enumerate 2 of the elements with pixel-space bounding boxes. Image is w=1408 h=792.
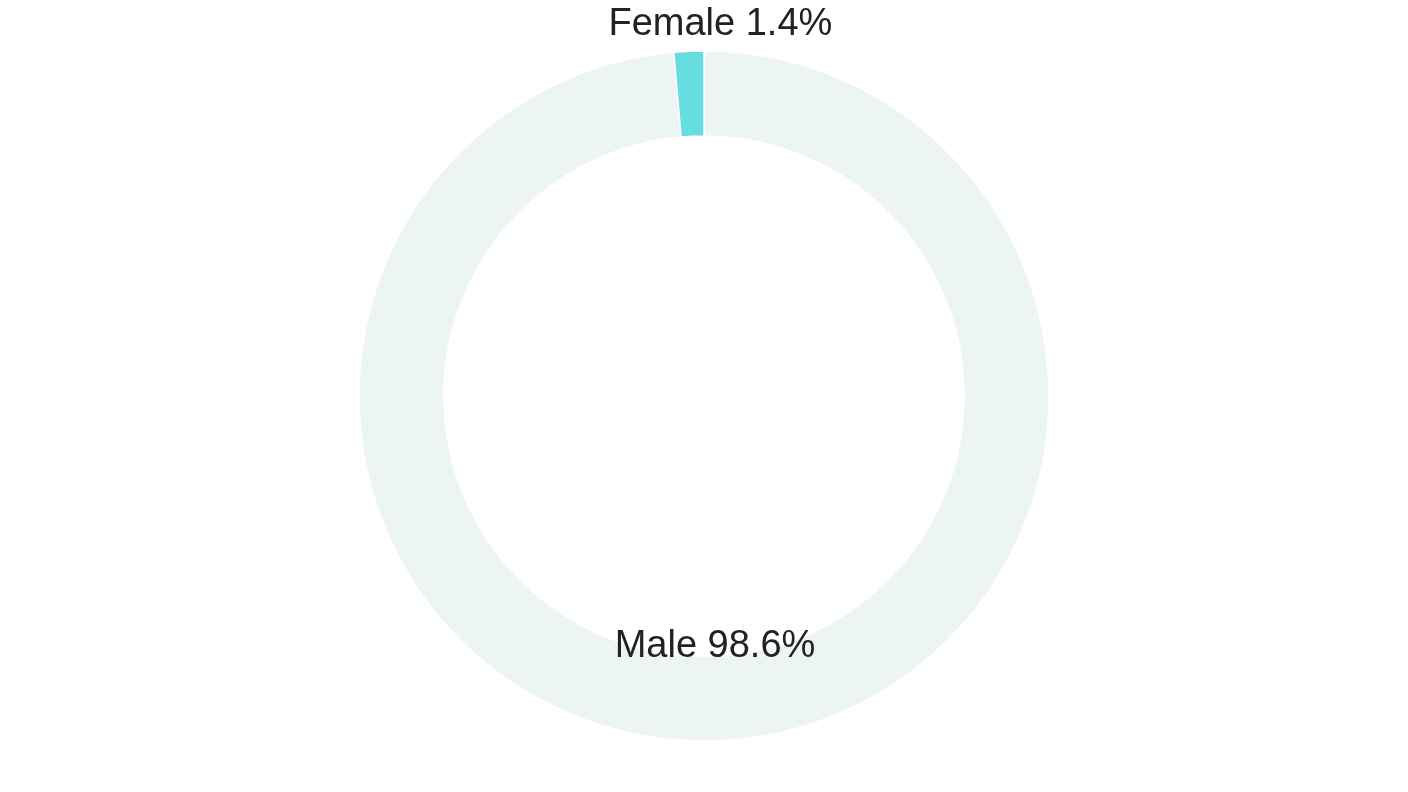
slice-label: Male 98.6%: [614, 622, 816, 665]
slice-label: Female 1.4%: [608, 1, 833, 44]
